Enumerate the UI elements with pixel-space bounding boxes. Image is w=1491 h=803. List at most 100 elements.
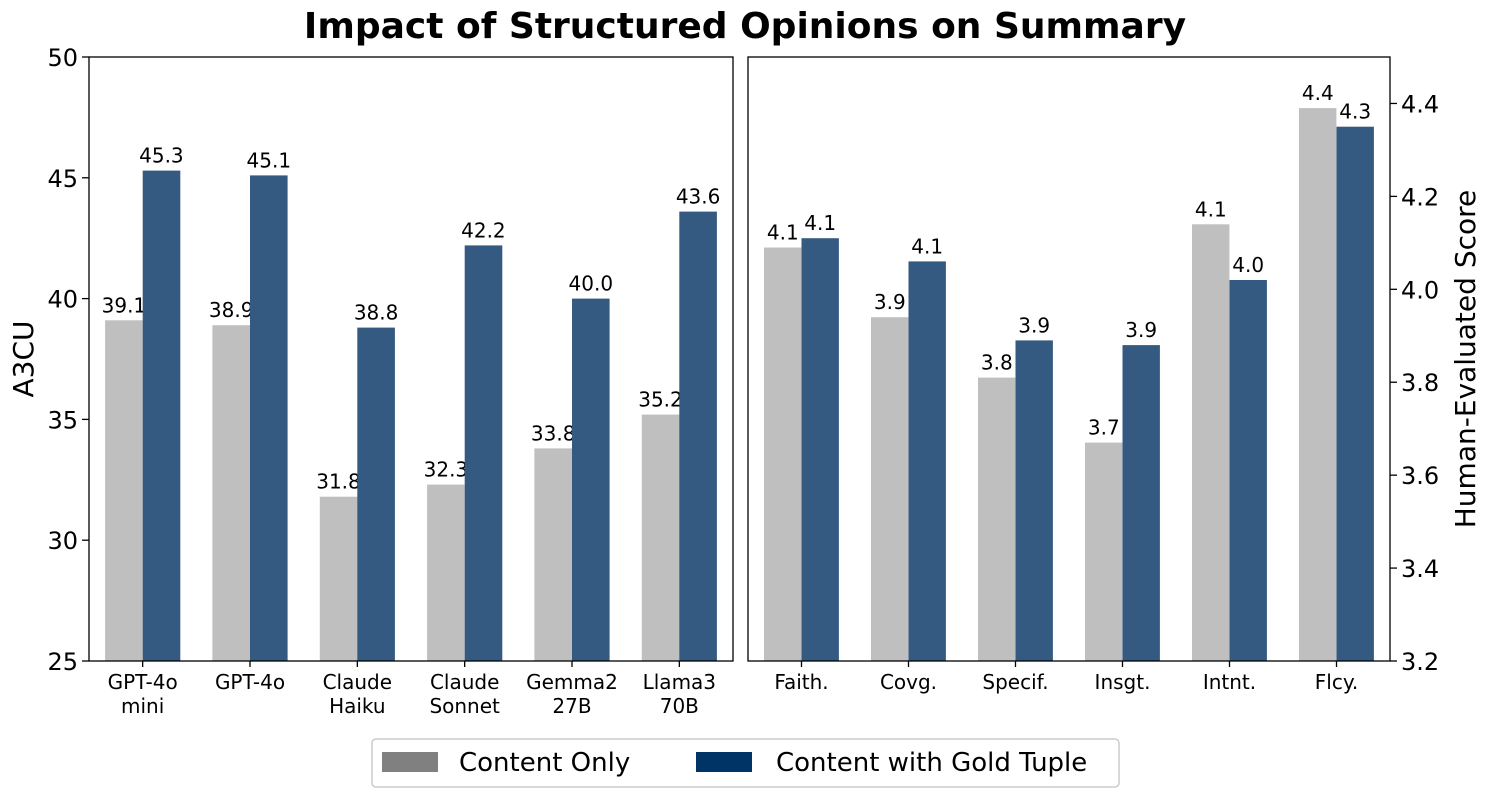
x-tick-line: GPT-4o	[215, 670, 285, 694]
data-label-p2-s2-c4: 3.9	[1125, 318, 1157, 342]
y-tick-label-p1-1: 25	[47, 648, 78, 676]
data-label-p1-s2-c4: 42.2	[461, 218, 506, 242]
x-tick-line: Haiku	[329, 694, 386, 718]
data-label-p1-s1-c2: 38.9	[209, 298, 254, 322]
x-tick-label-p2-3: Specif.	[982, 670, 1048, 694]
y-tick-label-p1-2: 30	[47, 527, 78, 555]
bar-p2-s2-c1	[801, 238, 839, 661]
x-tick-line: Gemma2	[526, 670, 618, 694]
data-label-p1-s2-c3: 38.8	[354, 301, 399, 325]
bar-p1-s1-c6	[641, 414, 680, 661]
bar-p1-s2-c5	[572, 298, 610, 661]
bar-p1-s1-c4	[427, 484, 465, 661]
y-tick-label-p2-1: 3.2	[1401, 648, 1439, 676]
plot-frame-2	[747, 56, 1391, 662]
bar-p2-s1-c3	[978, 377, 1016, 661]
x-tick-line: Covg.	[880, 670, 937, 694]
x-tick-label-p1-3: Claude Haiku	[323, 670, 392, 718]
y-tick-label-p2-7: 4.4	[1401, 90, 1439, 118]
bar-p2-s2-c2	[908, 261, 946, 661]
x-tick-line: 27B	[552, 694, 591, 718]
bar-p1-s2-c1	[142, 170, 181, 661]
x-tick-label-p2-5: Intnt.	[1203, 670, 1256, 694]
data-label-p2-s1-c1: 4.1	[767, 221, 799, 245]
panel-2: 4.13.93.83.74.14.44.14.13.9 3.94.04.33.23…	[747, 56, 1482, 694]
data-label-p1-s2-c5: 40.0	[569, 272, 614, 296]
data-label-p1-s2-c6: 43.6	[676, 185, 721, 209]
bar-p2-s2-c3	[1015, 340, 1053, 661]
chart-title: Impact of Structured Opinions on Summary	[304, 6, 1186, 47]
x-tick-line: Claude	[430, 670, 499, 694]
bar-p1-s2-c3	[357, 327, 395, 661]
bar-p1-s1-c3	[319, 496, 358, 661]
bar-p2-s1-c5	[1192, 224, 1230, 662]
x-tick-label-p1-6: Llama3 70B	[643, 670, 716, 718]
plot-frame-1	[88, 56, 734, 662]
data-label-p1-s1-c4: 32.3	[424, 458, 469, 482]
x-tick-label-p2-2: Covg.	[880, 670, 937, 694]
legend-label-content-only: Content Only	[459, 748, 630, 778]
legend-label-gold-tuple: Content with Gold Tuple	[776, 748, 1087, 778]
bar-p2-s2-c5	[1229, 280, 1267, 661]
y-tick-label-p1-4: 40	[47, 286, 78, 314]
data-label-p2-s2-c2: 4.1	[911, 234, 943, 258]
y-tick-label-p2-5: 4.0	[1401, 276, 1439, 304]
bar-p1-s2-c4	[464, 245, 503, 661]
bar-p2-s1-c1	[764, 247, 802, 661]
data-label-p2-s1-c6: 4.4	[1302, 81, 1334, 105]
data-label-p2-s1-c3: 3.8	[981, 351, 1013, 375]
x-tick-line: Insgt.	[1095, 670, 1151, 694]
x-tick-line: Faith.	[774, 670, 828, 694]
x-tick-label-p2-6: Flcy.	[1315, 670, 1358, 694]
legend-swatch-gold-tuple	[696, 752, 752, 772]
data-label-p2-s1-c5: 4.1	[1195, 197, 1227, 221]
data-label-p1-s1-c6: 35.2	[638, 388, 683, 412]
data-label-p2-s2-c6: 4.3	[1339, 100, 1371, 124]
data-label-p1-s1-c1: 39.1	[102, 293, 147, 317]
x-tick-line: Llama3	[643, 670, 716, 694]
bar-p1-s2-c6	[679, 211, 717, 661]
y-tick-label-p2-6: 4.2	[1401, 183, 1439, 211]
data-label-p2-s1-c4: 3.7	[1088, 416, 1120, 440]
x-tick-line: Sonnet	[429, 694, 500, 718]
y-tick-label-p1-5: 45	[47, 165, 78, 193]
y-tick-label-p1-6: 50	[47, 44, 78, 72]
y-tick-label-p2-3: 3.6	[1401, 462, 1439, 490]
bar-p1-s1-c5	[534, 448, 572, 661]
bar-p2-s2-c6	[1336, 126, 1374, 661]
data-label-p2-s1-c2: 3.9	[874, 290, 906, 314]
x-tick-line: Intnt.	[1203, 670, 1256, 694]
x-tick-label-p1-1: GPT-4o mini	[108, 670, 178, 718]
x-tick-label-p1-2: GPT-4o	[215, 670, 285, 694]
bar-p2-s1-c6	[1299, 108, 1337, 662]
bar-p2-s1-c2	[871, 317, 909, 661]
data-label-p1-s1-c5: 33.8	[531, 421, 576, 445]
legend: Content Only Content with Gold Tuple	[371, 738, 1120, 788]
x-tick-line: Claude	[323, 670, 392, 694]
bar-p2-s2-c4	[1122, 345, 1160, 661]
x-tick-label-p1-5: Gemma2 27B	[526, 670, 618, 718]
y-tick-label-p1-3: 35	[47, 406, 78, 434]
y-tick-label-p2-4: 3.8	[1401, 369, 1439, 397]
panel-1: 39.1 38.9 31.8 32.3 33.8 35.2 45.3 45.1 38.8 42.2…	[7, 44, 734, 718]
x-tick-label-p2-4: Insgt.	[1095, 670, 1151, 694]
x-tick-line: 70B	[660, 694, 699, 718]
x-tick-label-p1-4: Claude Sonnet	[429, 670, 500, 718]
bar-p1-s1-c1	[105, 320, 143, 661]
data-label-p2-s2-c5: 4.0	[1232, 253, 1264, 277]
chart-panels: 39.1 38.9 31.8 32.3 33.8 35.2 45.3 45.1 38.8 42.2…	[7, 44, 1482, 718]
data-label-p1-s2-c2: 45.1	[247, 148, 292, 172]
y-tick-label-p2-2: 3.4	[1401, 555, 1439, 583]
x-tick-line: GPT-4o	[108, 670, 178, 694]
legend-swatch-content-only	[382, 752, 438, 772]
x-tick-label-p2-1: Faith.	[774, 670, 828, 694]
bar-p1-s1-c2	[212, 325, 250, 661]
x-tick-line: Specif.	[982, 670, 1048, 694]
data-label-p2-s2-c3: 3.9	[1018, 313, 1050, 337]
data-label-p1-s2-c1: 45.3	[139, 144, 184, 168]
data-label-p1-s1-c3: 31.8	[316, 470, 361, 494]
data-label-p2-s2-c1: 4.1	[804, 211, 836, 235]
x-tick-line: Flcy.	[1315, 670, 1358, 694]
